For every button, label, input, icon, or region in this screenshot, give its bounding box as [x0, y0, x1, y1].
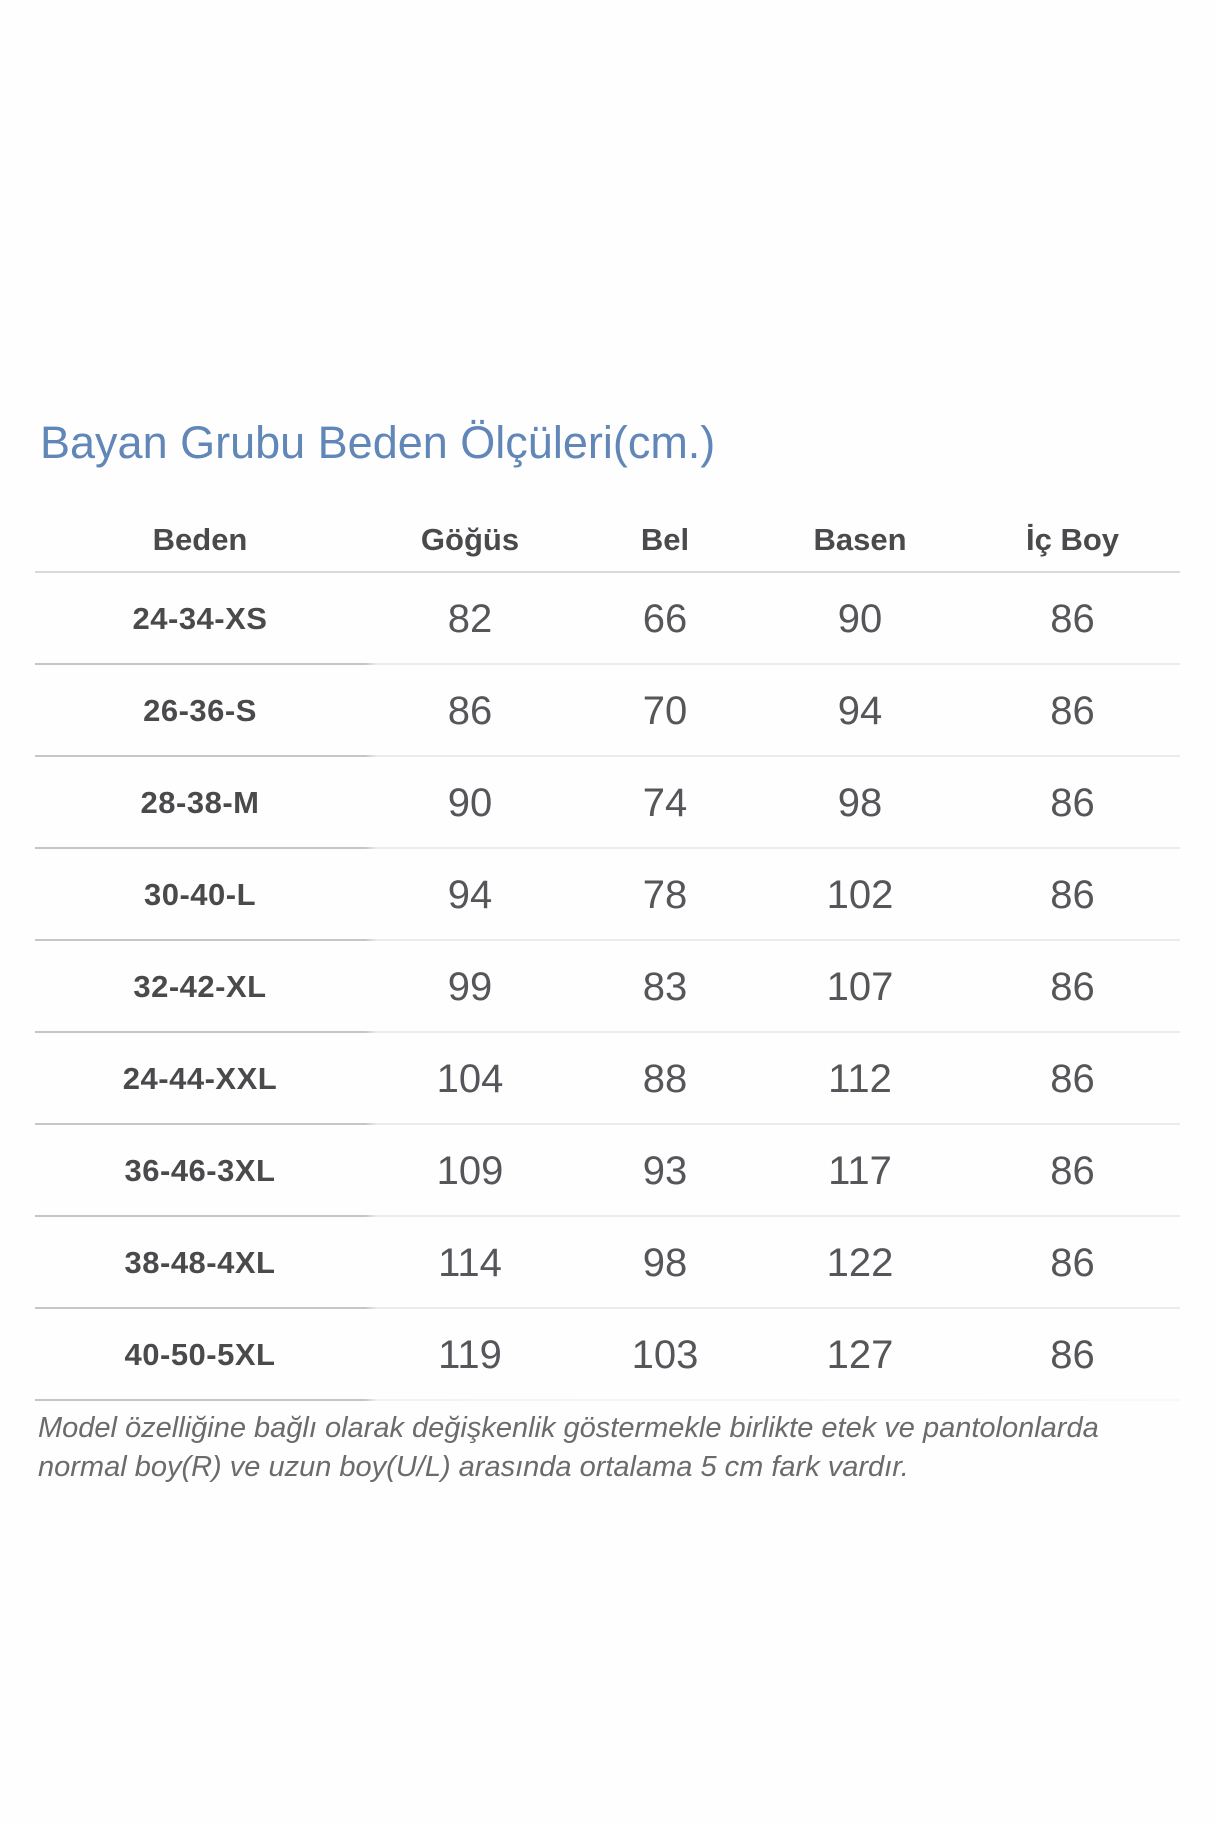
measurement-cell: 94: [837, 688, 883, 733]
table-row: 38-48-4XL 114 98 122 86: [35, 1217, 1180, 1309]
table-body: 24-34-XS 82 66 90 86 26-36-S 86 70 94 86 28-38-M 90…: [35, 573, 1180, 1401]
measurement-cell: 86: [1050, 596, 1095, 641]
size-table: Beden Göğüs Bel Basen İç Boy 24-34-XS 82 6…: [35, 506, 1180, 1401]
measurement-cell: 117: [828, 1148, 892, 1193]
measurement-cell: 86: [1050, 872, 1095, 917]
measurement-cell: 127: [826, 1332, 894, 1377]
size-cell: 30-40-L: [143, 877, 257, 912]
measurement-cell: 86: [1050, 1240, 1095, 1285]
measurement-cell: 66: [642, 596, 688, 641]
size-cell: 40-50-5XL: [124, 1337, 276, 1372]
measurement-cell: 86: [1050, 964, 1095, 1009]
measurement-cell: 107: [826, 964, 894, 1009]
measurement-cell: 104: [436, 1056, 504, 1101]
measurement-cell: 82: [447, 596, 493, 641]
table-row: 32-42-XL 99 83 107 86: [35, 941, 1180, 1033]
measurement-cell: 109: [436, 1148, 504, 1193]
measurement-cell: 114: [438, 1240, 502, 1285]
measurement-cell: 98: [642, 1240, 688, 1285]
table-row: 24-44-XXL 104 88 112 86: [35, 1033, 1180, 1125]
measurement-cell: 94: [447, 872, 493, 917]
size-cell: 26-36-S: [143, 693, 257, 728]
column-header-ic-boy: İç Boy: [1025, 521, 1120, 557]
column-header-beden: Beden: [152, 521, 248, 557]
table-row: 24-34-XS 82 66 90 86: [35, 573, 1180, 665]
footnote: Model özelliğine bağlı olarak değişkenli…: [38, 1409, 1188, 1487]
measurement-cell: 83: [642, 964, 688, 1009]
measurement-cell: 103: [631, 1332, 699, 1377]
measurement-cell: 93: [642, 1148, 688, 1193]
measurement-cell: 90: [447, 780, 493, 825]
table-row: 36-46-3XL 109 93 117 86: [35, 1125, 1180, 1217]
measurement-cell: 90: [837, 596, 883, 641]
measurement-cell: 86: [447, 688, 493, 733]
size-cell: 28-38-M: [140, 785, 260, 820]
size-cell: 24-44-XXL: [122, 1061, 278, 1096]
footnote-line-2: normal boy(R) ve uzun boy(U/L) arasında …: [38, 1451, 909, 1483]
measurement-cell: 78: [642, 872, 688, 917]
column-header-bel: Bel: [640, 521, 690, 557]
measurement-cell: 74: [642, 780, 688, 825]
measurement-cell: 86: [1050, 1148, 1095, 1193]
table-row: 30-40-L 94 78 102 86: [35, 849, 1180, 941]
measurement-cell: 88: [642, 1056, 688, 1101]
measurement-cell: 86: [1050, 1332, 1095, 1377]
table-row: 26-36-S 86 70 94 86: [35, 665, 1180, 757]
measurement-cell: 86: [1050, 1056, 1095, 1101]
measurement-cell: 119: [438, 1332, 502, 1377]
measurement-cell: 122: [826, 1240, 894, 1285]
size-cell: 36-46-3XL: [124, 1153, 276, 1188]
table-row: 28-38-M 90 74 98 86: [35, 757, 1180, 849]
measurement-cell: 98: [837, 780, 883, 825]
measurement-cell: 86: [1050, 688, 1095, 733]
column-header-gogus: Göğüs: [420, 521, 520, 557]
table-header-row: Beden Göğüs Bel Basen İç Boy: [35, 506, 1180, 573]
page-title: Bayan Grubu Beden Ölçüleri(cm.): [40, 417, 716, 468]
table-row: 40-50-5XL 119 103 127 86: [35, 1309, 1180, 1401]
measurement-cell: 70: [642, 688, 688, 733]
size-cell: 24-34-XS: [132, 601, 268, 636]
measurement-cell: 86: [1050, 780, 1095, 825]
measurement-cell: 102: [826, 872, 894, 917]
footnote-line-1: Model özelliğine bağlı olarak değişkenli…: [38, 1412, 1099, 1444]
size-cell: 38-48-4XL: [124, 1245, 276, 1280]
column-header-basen: Basen: [813, 521, 907, 557]
measurement-cell: 112: [828, 1056, 892, 1101]
measurement-cell: 99: [447, 964, 493, 1009]
size-cell: 32-42-XL: [133, 969, 267, 1004]
